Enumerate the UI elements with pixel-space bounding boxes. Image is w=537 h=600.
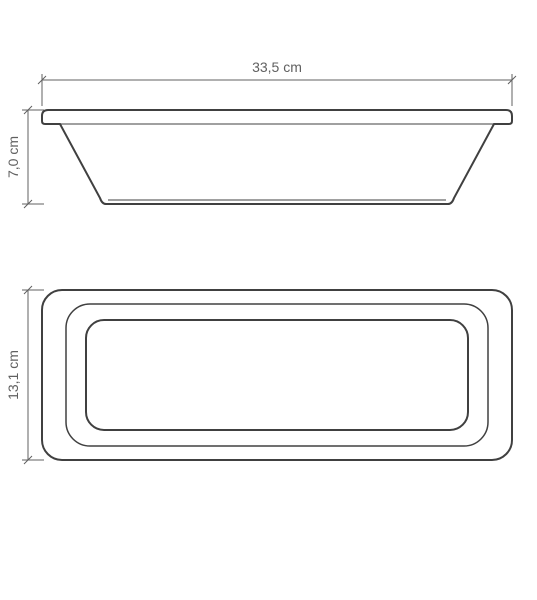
dim-width: 33,5 cm — [38, 59, 516, 106]
top-outer-rect — [42, 290, 512, 460]
dim-depth: 13,1 cm — [5, 286, 44, 464]
dim-depth-label: 13,1 cm — [5, 350, 21, 400]
dim-height-label: 7,0 cm — [5, 136, 21, 178]
dim-width-label: 33,5 cm — [252, 59, 302, 75]
top-inner-rect — [86, 320, 468, 430]
side-view — [42, 110, 512, 204]
top-mid-rect — [66, 304, 488, 446]
top-view — [42, 290, 512, 460]
dim-height: 7,0 cm — [5, 106, 44, 208]
